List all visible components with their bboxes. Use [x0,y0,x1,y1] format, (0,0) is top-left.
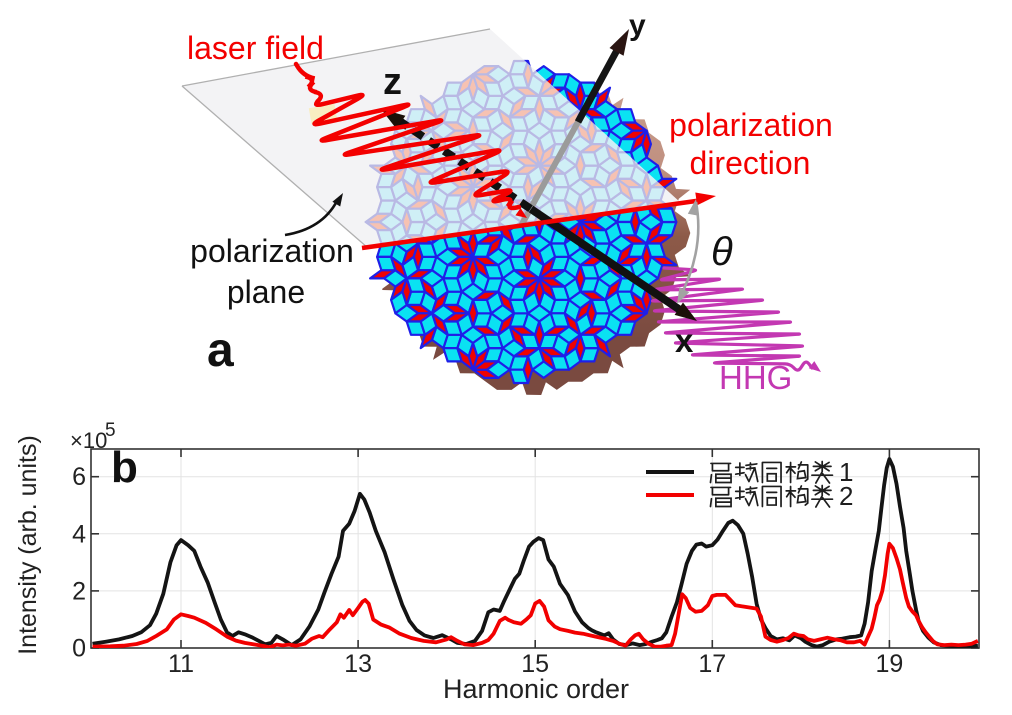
svg-text:13: 13 [344,650,372,678]
svg-text:2: 2 [72,577,86,605]
svg-text:6: 6 [72,463,86,491]
svg-text:×10: ×10 [70,428,107,453]
svg-text:17: 17 [698,650,726,678]
svg-text:polarization: polarization [190,233,354,269]
svg-text:Intensity (arb. units): Intensity (arb. units) [14,435,42,655]
svg-text:1: 1 [839,457,853,487]
svg-text:4: 4 [72,520,86,548]
svg-text:θ: θ [711,230,733,274]
svg-text:11: 11 [168,650,194,678]
svg-text:0: 0 [72,635,86,663]
svg-text:plane: plane [227,274,305,310]
svg-text:y: y [629,9,646,42]
svg-text:5: 5 [105,420,116,441]
svg-text:polarization: polarization [669,107,833,143]
svg-text:z: z [383,61,402,103]
svg-text:2: 2 [839,481,853,511]
svg-text:laser field: laser field [187,30,324,66]
svg-text:b: b [111,443,138,492]
svg-text:Harmonic order: Harmonic order [443,674,629,704]
svg-text:direction: direction [690,145,811,181]
svg-text:x: x [675,322,694,359]
svg-text:HHG: HHG [719,359,792,396]
svg-text:15: 15 [521,650,549,678]
svg-text:19: 19 [875,650,903,678]
svg-text:a: a [207,324,234,377]
